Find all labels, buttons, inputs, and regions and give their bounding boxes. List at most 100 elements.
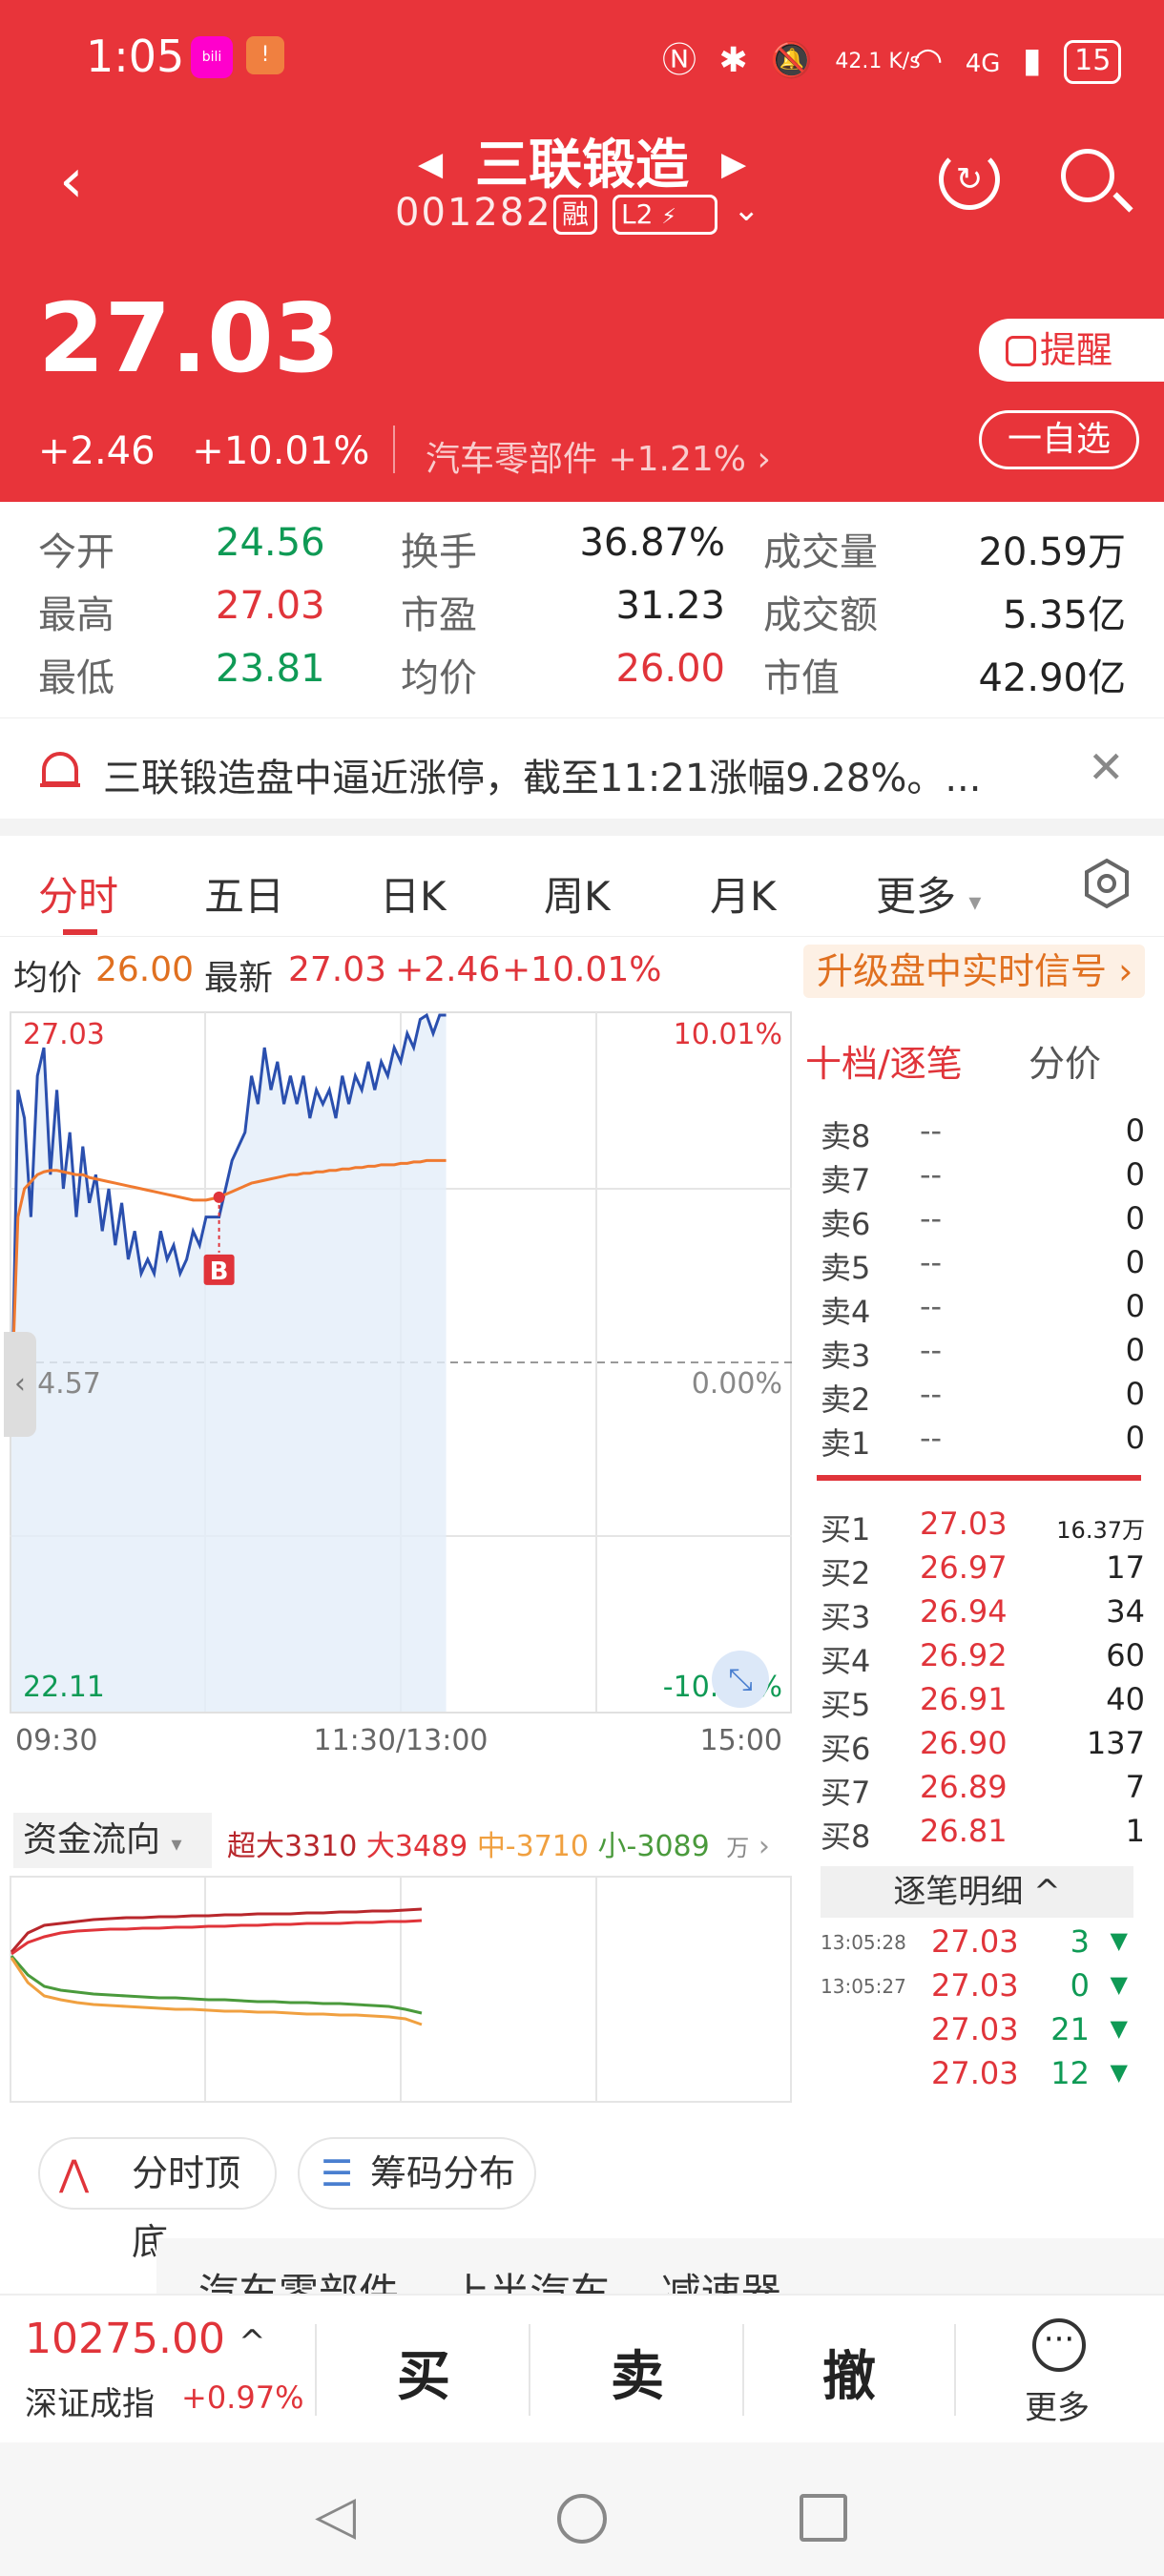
tab-intraday[interactable]: 分时 bbox=[38, 873, 119, 920]
sell-button[interactable]: 卖 bbox=[611, 2346, 664, 2408]
next-stock-icon[interactable]: ▶ bbox=[721, 145, 747, 183]
network-label: 4G bbox=[965, 50, 1001, 78]
net-speed: 42.1 K/s bbox=[835, 50, 921, 73]
notification-icon: ! bbox=[246, 36, 284, 74]
flash-icon: ⚡ bbox=[661, 205, 676, 229]
bid-row: 买5 26.91 40 bbox=[821, 1681, 1145, 1723]
down-arrow-icon: ▼ bbox=[1110, 1971, 1128, 1998]
status-bar: 1:05 bili ! Ⓝ ✱ 🔕 42.1 K/s ◠ 4G ▮ 15 bbox=[0, 0, 1164, 114]
l2-tag[interactable]: L2 ⚡ bbox=[613, 195, 717, 235]
tick-price: 27.03 bbox=[931, 2055, 1019, 2091]
ask-row: 卖4 -- 0 bbox=[821, 1288, 1145, 1330]
upgrade-signal-button[interactable]: 升级盘中实时信号 › bbox=[803, 945, 1145, 998]
price-change: +2.46 bbox=[38, 429, 156, 473]
level-volume: 40 bbox=[1106, 1681, 1145, 1717]
tab-weekly-k[interactable]: 周K bbox=[544, 873, 611, 920]
stock-header: 1:05 bili ! Ⓝ ✱ 🔕 42.1 K/s ◠ 4G ▮ 15 ‹ 三… bbox=[0, 0, 1164, 502]
tick-time: 13:05:28 bbox=[821, 1931, 906, 1954]
stat-value: 42.90亿 bbox=[978, 656, 1126, 700]
system-nav-bar: ◁ bbox=[0, 2442, 1164, 2576]
order-book: 十档/逐笔 分价 卖8 -- 0 卖7 -- 0 卖6 -- 0 卖5 -- 0 卖4 -- 0 卖3 -- 0 卖… bbox=[805, 1011, 1158, 1870]
level-price: 26.97 bbox=[920, 1549, 1008, 1586]
chevron-down-icon[interactable]: ⌄ bbox=[733, 191, 760, 229]
chevron-right-icon[interactable]: › bbox=[758, 1830, 770, 1863]
tab-five-day[interactable]: 五日 bbox=[204, 873, 285, 920]
level-label: 买1 bbox=[821, 1511, 871, 1548]
favorite-button[interactable]: 一自选 bbox=[979, 410, 1139, 469]
l2-label: L2 bbox=[621, 198, 654, 230]
divider bbox=[393, 426, 395, 473]
fund-flow-dropdown[interactable]: 资金流向 ▾ bbox=[13, 1813, 212, 1868]
close-icon[interactable]: ✕ bbox=[1088, 741, 1125, 793]
fullscreen-icon[interactable]: ⤡ bbox=[712, 1651, 769, 1708]
more-icon[interactable]: ··· bbox=[1032, 2318, 1086, 2372]
tick-volume: 12 bbox=[1050, 2055, 1090, 2091]
back-icon[interactable]: ‹ bbox=[59, 146, 84, 217]
fund-flow-legend: 超大3310 大3489 中-3710 小-3089 万 › bbox=[227, 1822, 770, 1864]
nav-home-icon[interactable] bbox=[557, 2494, 607, 2544]
price-change-pct: +10.01% bbox=[192, 429, 370, 473]
intraday-topbottom-button[interactable]: ⋀ 分时顶底 bbox=[38, 2137, 277, 2263]
divider bbox=[0, 2294, 1164, 2296]
avg-value: 26.00 bbox=[95, 950, 195, 989]
tab-price-volume[interactable]: 分价 bbox=[1029, 1043, 1102, 1085]
sector-link[interactable]: 汽车零部件 +1.21% › bbox=[426, 431, 771, 481]
index-value[interactable]: 10275.00 ^ bbox=[25, 2315, 265, 2363]
ask-row: 卖8 -- 0 bbox=[821, 1112, 1145, 1154]
level-price: -- bbox=[920, 1200, 943, 1236]
margin-tag: 融 bbox=[553, 195, 598, 235]
bid-row: 买2 26.97 17 bbox=[821, 1549, 1145, 1591]
news-alert[interactable]: 三联锻造盘中逼近涨停，截至11:21涨幅9.28%。... ✕ bbox=[0, 717, 1164, 819]
promo-label: 升级盘中实时信号 bbox=[817, 950, 1108, 992]
tab-daily-k[interactable]: 日K bbox=[380, 873, 447, 920]
more-button[interactable]: 更多 bbox=[1025, 2389, 1090, 2427]
tab-more[interactable]: 更多 ▾ bbox=[876, 864, 981, 923]
y-axis-top-label: 27.03 bbox=[23, 1018, 105, 1051]
tick-price: 27.03 bbox=[931, 1923, 1019, 1960]
level-label: 买7 bbox=[821, 1775, 871, 1811]
stat-value: 27.03 bbox=[216, 584, 325, 628]
mute-icon: 🔕 bbox=[770, 41, 813, 80]
intraday-chart[interactable]: B27.0324.5722.1110.01%0.00%-10.01%09:301… bbox=[10, 1011, 801, 1765]
expand-handle[interactable]: ‹ bbox=[4, 1332, 36, 1437]
level-label: 卖6 bbox=[821, 1206, 871, 1242]
refresh-icon[interactable]: ↻ bbox=[939, 149, 1000, 210]
ask-row: 卖1 -- 0 bbox=[821, 1420, 1145, 1462]
caret-down-icon: ▾ bbox=[171, 1833, 182, 1857]
fund-unit: 万 bbox=[726, 1835, 750, 1861]
prev-stock-icon[interactable]: ◀ bbox=[418, 145, 444, 183]
buy-button[interactable]: 买 bbox=[397, 2346, 450, 2408]
nav-recents-icon[interactable] bbox=[800, 2494, 847, 2542]
level-volume: 0 bbox=[1125, 1112, 1145, 1149]
tick-detail-header[interactable]: 逐笔明细 ^ bbox=[821, 1866, 1133, 1918]
caret-down-icon: ▾ bbox=[968, 888, 982, 917]
alert-text: 三联锻造盘中逼近涨停，截至11:21涨幅9.28%。... bbox=[103, 757, 982, 800]
stock-name: 三联锻造 bbox=[475, 135, 689, 197]
nav-back-icon[interactable]: ◁ bbox=[315, 2484, 357, 2546]
stat-label: 最低 bbox=[38, 656, 114, 700]
tick-row: 27.03 21 ▼ bbox=[821, 2011, 1133, 2053]
level-label: 买3 bbox=[821, 1599, 871, 1635]
latest-change-pct: +10.01% bbox=[502, 950, 662, 989]
alarm-icon bbox=[40, 752, 80, 787]
level-volume: 7 bbox=[1125, 1769, 1145, 1805]
latest-change: +2.46 bbox=[395, 950, 501, 989]
level-volume: 0 bbox=[1125, 1420, 1145, 1456]
tab-order-levels[interactable]: 十档/逐笔 bbox=[805, 1043, 963, 1085]
tab-monthly-k[interactable]: 月K bbox=[710, 873, 777, 920]
level-label: 卖3 bbox=[821, 1338, 871, 1374]
level-price: 26.94 bbox=[920, 1593, 1008, 1630]
settings-icon[interactable] bbox=[1080, 857, 1133, 910]
level-volume: 0 bbox=[1125, 1200, 1145, 1236]
divider bbox=[315, 2324, 317, 2416]
level-volume: 0 bbox=[1125, 1244, 1145, 1280]
cancel-button[interactable]: 撤 bbox=[822, 2346, 876, 2408]
stat-label: 换手 bbox=[401, 530, 477, 574]
x-axis-mid-label: 11:30/13:00 bbox=[313, 1724, 488, 1757]
bid-row: 买4 26.92 60 bbox=[821, 1637, 1145, 1679]
remind-button[interactable]: 提醒 bbox=[979, 319, 1164, 382]
chip-distribution-button[interactable]: ☰ 筹码分布 bbox=[298, 2137, 536, 2210]
down-arrow-icon: ▼ bbox=[1110, 2015, 1128, 2042]
stat-value: 5.35亿 bbox=[1002, 593, 1126, 637]
search-icon[interactable] bbox=[1061, 149, 1114, 202]
